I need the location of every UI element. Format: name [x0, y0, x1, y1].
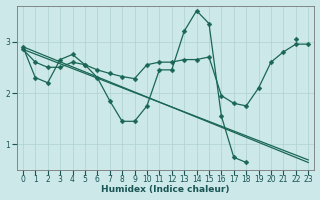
X-axis label: Humidex (Indice chaleur): Humidex (Indice chaleur) [101, 185, 230, 194]
